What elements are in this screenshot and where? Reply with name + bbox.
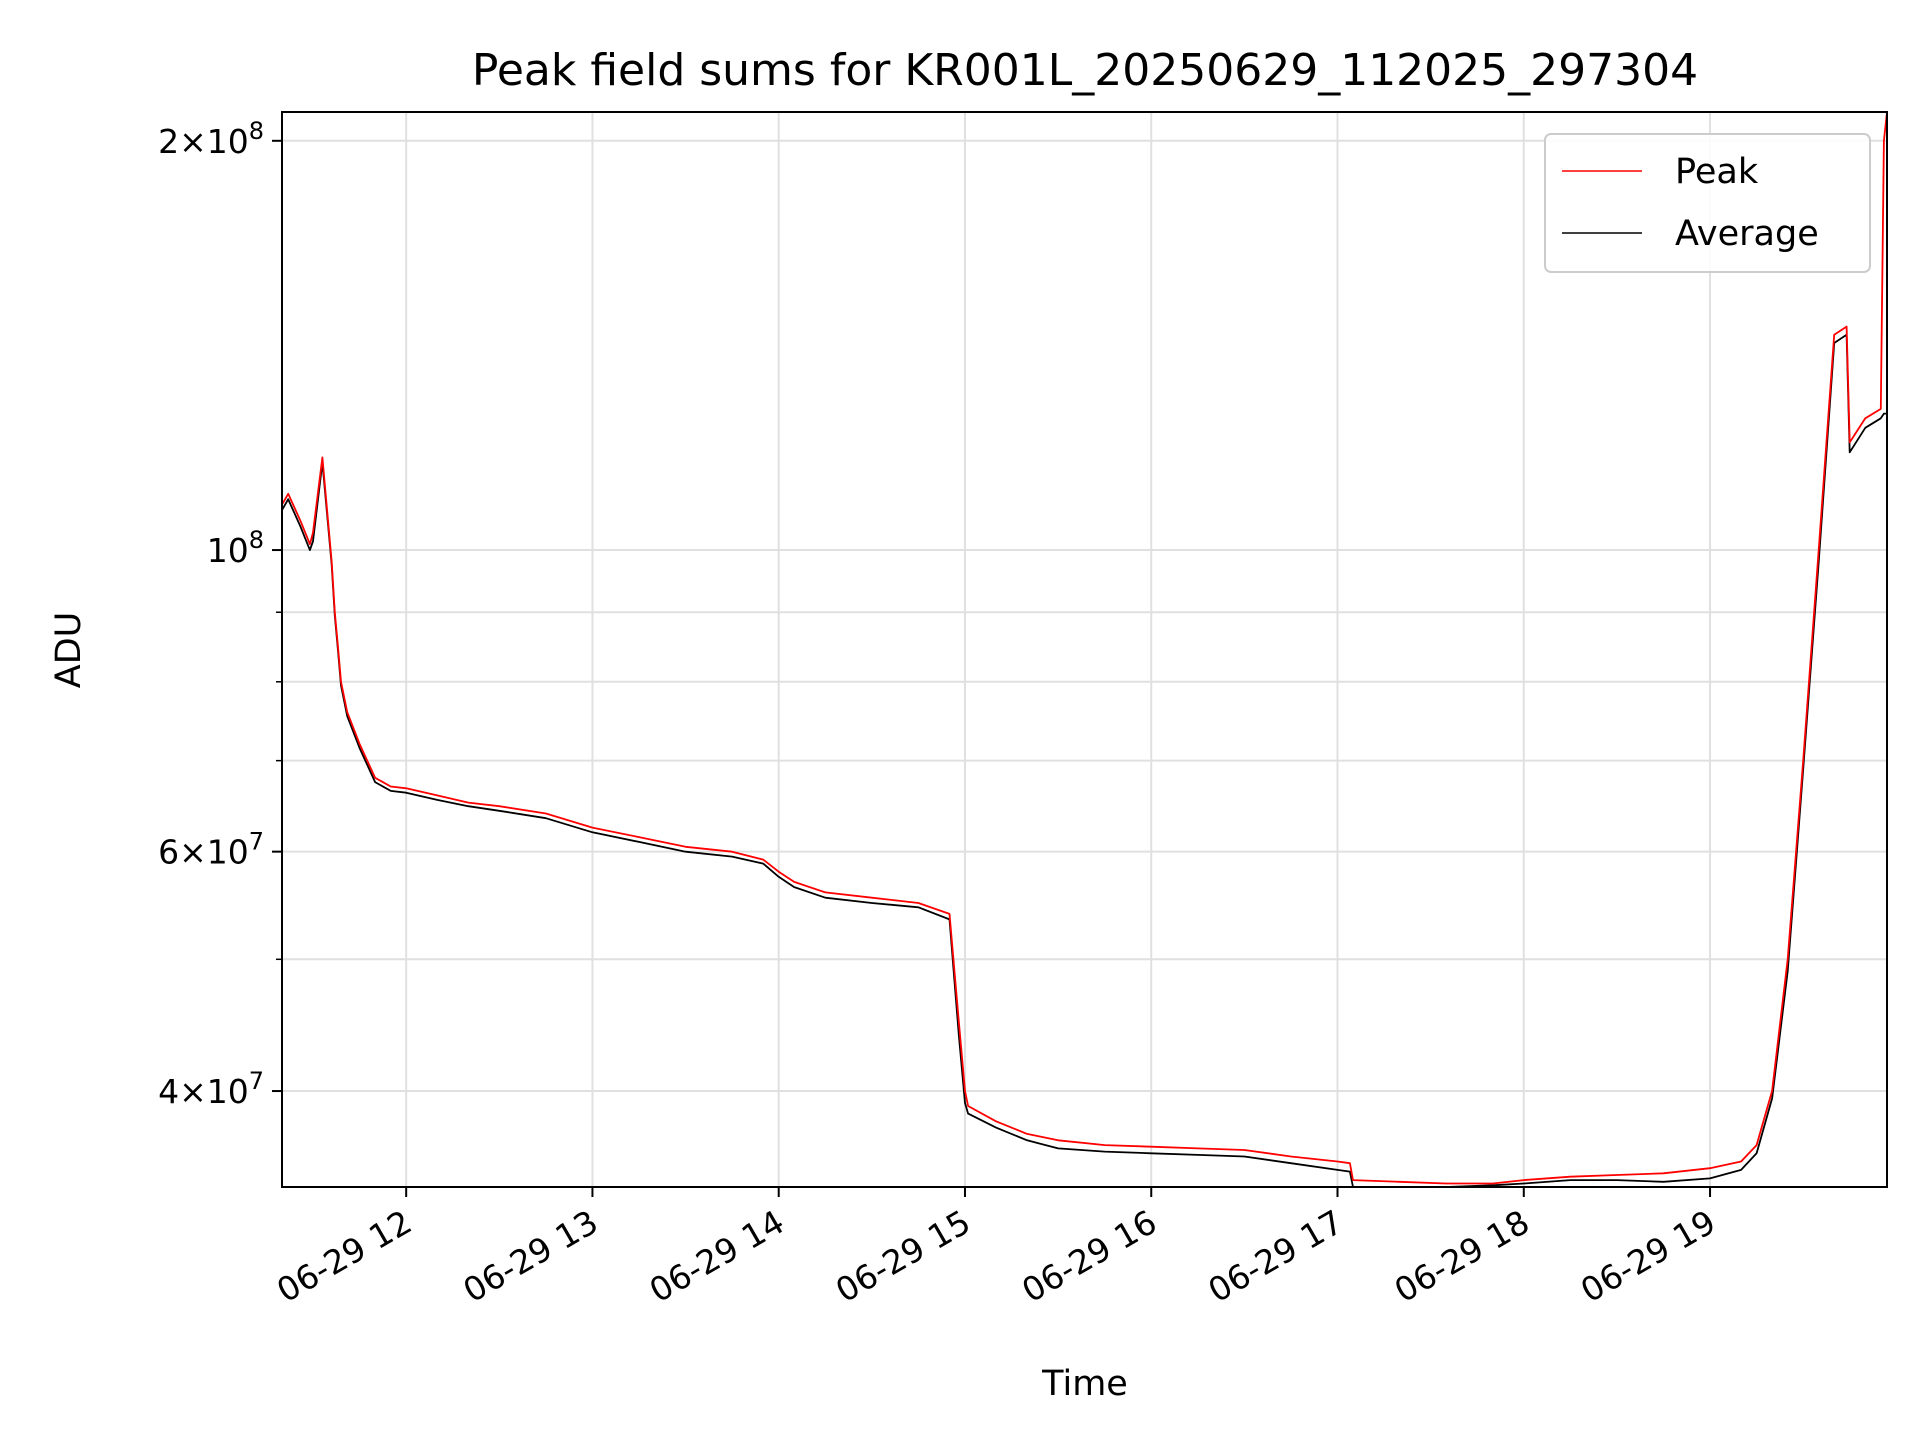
y-tick-times: ×10	[179, 1072, 249, 1111]
y-tick-label: 108	[207, 526, 264, 570]
x-axis-label: Time	[1041, 1364, 1128, 1404]
legend-box	[1544, 133, 1871, 273]
plot-frame	[281, 111, 1888, 1188]
legend-label-peak: Peak	[1675, 152, 1759, 192]
y-tick-label: 6×107	[158, 828, 264, 872]
y-axis-label: ADU	[49, 612, 89, 689]
legend: Peak Average	[1544, 133, 1871, 273]
y-tick-exponent: 7	[249, 828, 264, 856]
y-tick-label: 2×108	[158, 117, 264, 161]
y-tick-mantissa: 6	[158, 833, 179, 872]
y-tick-times: ×10	[179, 122, 249, 161]
y-tick-exponent: 8	[249, 526, 264, 554]
y-tick-times: ×10	[179, 833, 249, 872]
y-tick-exponent: 7	[249, 1067, 264, 1095]
y-tick-mantissa: 2	[158, 122, 179, 161]
series-line-average	[281, 333, 1887, 1188]
chart-title: Peak field sums for KR001L_20250629_1120…	[472, 45, 1698, 96]
y-tick-exponent: 8	[249, 117, 264, 145]
grid-lines	[282, 112, 1887, 1187]
y-tick-mantissa: 4	[158, 1072, 179, 1111]
y-tick-label: 4×107	[158, 1067, 264, 1111]
plot-lines	[281, 111, 1888, 1188]
legend-label-average: Average	[1675, 214, 1819, 254]
y-tick-base: 10	[207, 531, 249, 570]
series-line-peak	[281, 111, 1888, 1185]
